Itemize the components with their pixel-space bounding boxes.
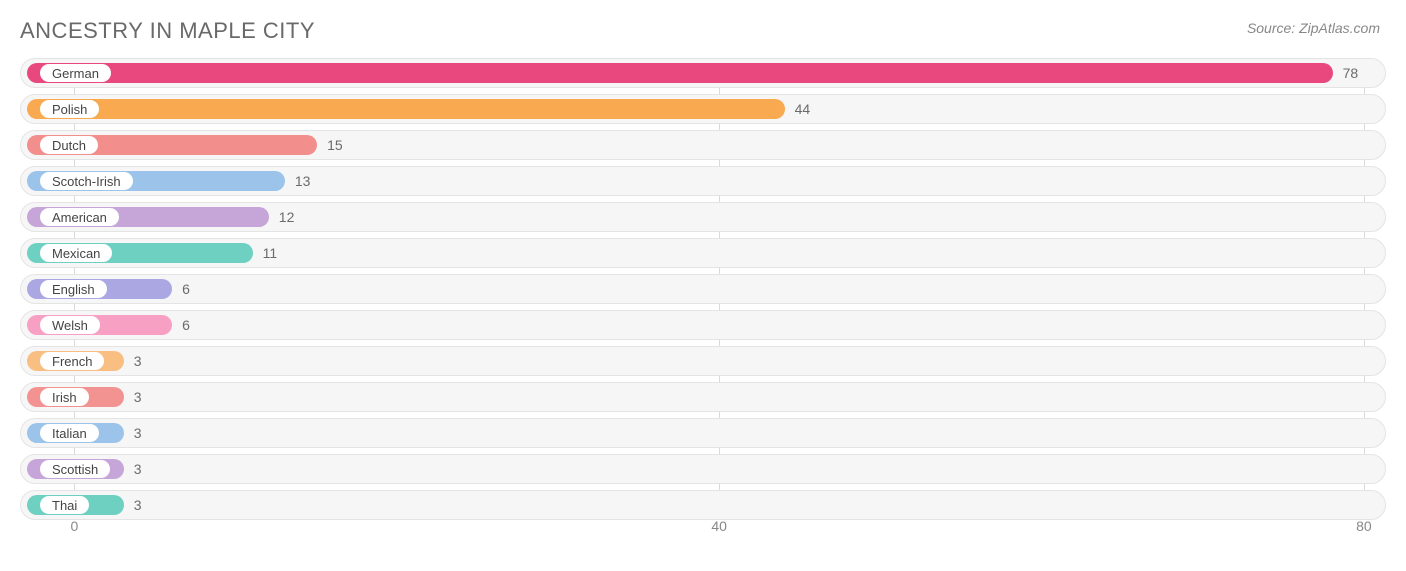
bar-row: Polish 44 <box>20 94 1386 124</box>
bar-value: 13 <box>295 167 311 195</box>
bar-value: 12 <box>279 203 295 231</box>
bar-value: 3 <box>134 491 142 519</box>
bar-row: Dutch 15 <box>20 130 1386 160</box>
bar-label-pill: Welsh <box>39 315 101 335</box>
bar-row: Welsh 6 <box>20 310 1386 340</box>
bar-label-pill: Polish <box>39 99 100 119</box>
bar-value: 44 <box>795 95 811 123</box>
bar <box>27 99 785 119</box>
bar-value: 6 <box>182 275 190 303</box>
bar-row: Italian 3 <box>20 418 1386 448</box>
x-tick: 0 <box>70 518 78 534</box>
bar-label-pill: Thai <box>39 495 90 515</box>
bar-value: 3 <box>134 383 142 411</box>
bar-row: English 6 <box>20 274 1386 304</box>
bar-label-pill: Scottish <box>39 459 111 479</box>
chart-source: Source: ZipAtlas.com <box>1247 20 1380 36</box>
chart-header: ANCESTRY IN MAPLE CITY Source: ZipAtlas.… <box>0 0 1406 52</box>
bar-label-pill: American <box>39 207 120 227</box>
bar-row: Scottish 3 <box>20 454 1386 484</box>
bar-value: 3 <box>134 347 142 375</box>
bar-value: 78 <box>1343 59 1359 87</box>
bar-label-pill: English <box>39 279 108 299</box>
chart-area: German 78 Polish 44 Dutch 15 Scotch-Irish 13 Ame… <box>0 52 1406 520</box>
bar-label-pill: German <box>39 63 112 83</box>
bar-label-pill: Mexican <box>39 243 113 263</box>
bar-rows: German 78 Polish 44 Dutch 15 Scotch-Irish 13 Ame… <box>20 58 1386 520</box>
bar-row: Thai 3 <box>20 490 1386 520</box>
x-axis: 0 40 80 <box>20 518 1386 542</box>
x-tick: 80 <box>1356 518 1372 534</box>
bar-row: Scotch-Irish 13 <box>20 166 1386 196</box>
bar-label-pill: French <box>39 351 105 371</box>
chart-title: ANCESTRY IN MAPLE CITY <box>20 18 315 44</box>
bar-row: Mexican 11 <box>20 238 1386 268</box>
bar-row: Irish 3 <box>20 382 1386 412</box>
bar-row: French 3 <box>20 346 1386 376</box>
x-tick: 40 <box>711 518 727 534</box>
bar-value: 15 <box>327 131 343 159</box>
bar-label-pill: Irish <box>39 387 90 407</box>
bar-label-pill: Italian <box>39 423 100 443</box>
bar-value: 6 <box>182 311 190 339</box>
bar-row: American 12 <box>20 202 1386 232</box>
bar-value: 3 <box>134 455 142 483</box>
bar-value: 11 <box>263 239 278 267</box>
bar-label-pill: Dutch <box>39 135 99 155</box>
bar <box>27 63 1333 83</box>
bar-value: 3 <box>134 419 142 447</box>
bar-label-pill: Scotch-Irish <box>39 171 134 191</box>
bar-row: German 78 <box>20 58 1386 88</box>
